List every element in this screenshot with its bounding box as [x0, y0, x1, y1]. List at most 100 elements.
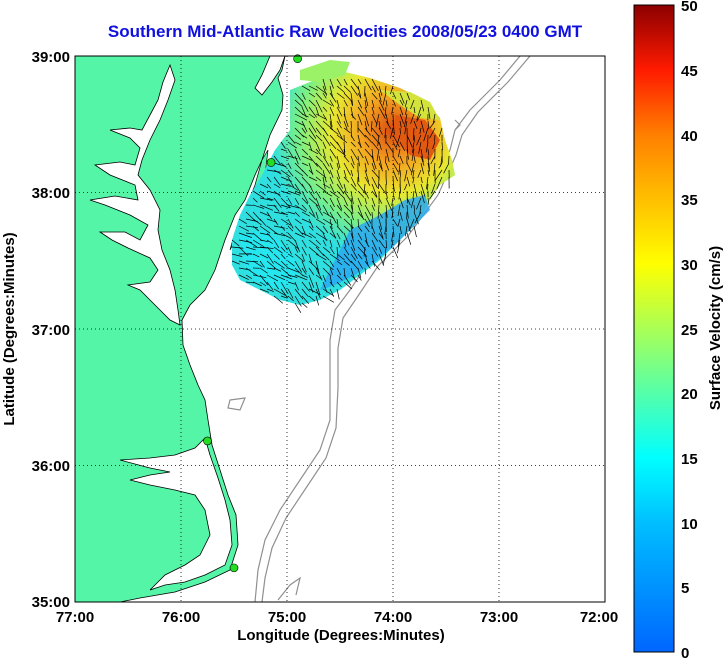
x-ticks: 77:00 76:00 75:00 74:00 73:00 72:00 — [56, 609, 618, 626]
velocity-vector — [350, 253, 357, 261]
velocity-vector — [315, 162, 323, 170]
velocity-vector — [413, 183, 418, 198]
velocity-vector — [357, 190, 365, 198]
velocity-vector — [391, 239, 394, 249]
velocity-vector — [364, 113, 369, 127]
velocity-vector — [315, 127, 322, 136]
velocity-vector — [308, 197, 319, 207]
velocity-vector — [431, 183, 436, 194]
velocity-vector — [259, 274, 269, 286]
velocity-vector — [364, 127, 371, 136]
velocity-vector — [280, 218, 291, 226]
velocity-vector — [301, 218, 312, 224]
velocity-vector — [399, 155, 404, 164]
velocity-vector — [308, 225, 314, 231]
velocity-vector — [322, 253, 330, 261]
velocity-vector — [287, 253, 294, 258]
velocity-vector — [266, 225, 279, 235]
velocity-vector — [322, 169, 327, 183]
velocity-vector — [287, 183, 299, 191]
velocity-vector — [364, 134, 373, 143]
velocity-vector — [412, 176, 415, 184]
velocity-vector — [378, 176, 380, 189]
velocity-vector — [266, 274, 279, 282]
velocity-vector — [350, 204, 354, 214]
velocity-vector — [399, 113, 404, 124]
colorbar-tick-label: 20 — [681, 386, 698, 403]
velocity-vector — [294, 197, 300, 205]
velocity-vector — [350, 92, 354, 105]
velocity-vector — [371, 162, 375, 171]
velocity-vector — [413, 134, 416, 142]
velocity-vector — [336, 246, 339, 259]
velocity-vector — [322, 99, 333, 106]
velocity-vector — [420, 120, 425, 133]
velocity-vector — [432, 113, 436, 125]
velocity-vector — [378, 92, 382, 103]
colorbar-tick-label: 10 — [681, 516, 698, 533]
velocity-vector — [238, 260, 250, 265]
velocity-vector — [301, 260, 307, 273]
velocity-vector — [301, 246, 307, 256]
velocity-vector — [392, 99, 396, 107]
velocity-vector — [315, 295, 320, 306]
velocity-vector — [280, 225, 286, 231]
velocity-vector — [413, 106, 416, 114]
velocity-vector — [350, 190, 354, 205]
velocity-vector — [378, 183, 387, 195]
velocity-vector — [392, 134, 400, 148]
velocity-vector — [287, 281, 296, 285]
velocity-vector — [301, 134, 308, 139]
velocity-vector — [238, 274, 249, 280]
velocity-vector — [308, 134, 317, 143]
velocity-vector — [322, 148, 326, 159]
velocity-vector — [329, 127, 339, 135]
velocity-vector — [294, 274, 308, 281]
velocity-vector — [336, 190, 345, 199]
velocity-vector — [357, 274, 362, 281]
velocity-vector — [343, 155, 350, 163]
velocity-vector — [259, 253, 269, 259]
velocity-vector — [280, 162, 287, 168]
velocity-vector — [364, 225, 370, 233]
velocity-vector — [301, 211, 310, 217]
velocity-vector — [371, 92, 378, 100]
velocity-vector — [385, 197, 393, 211]
velocity-vector — [336, 267, 342, 276]
velocity-vector — [294, 134, 302, 140]
velocity-vector — [336, 127, 343, 140]
velocity-vector — [375, 113, 380, 128]
velocity-vector — [287, 190, 301, 196]
velocity-vector — [273, 176, 281, 187]
velocity-vector — [378, 162, 384, 172]
velocity-vector — [364, 204, 372, 216]
velocity-vector — [378, 141, 382, 150]
velocity-vector — [266, 288, 274, 292]
velocity-vector — [322, 176, 326, 190]
velocity-vector — [273, 239, 280, 248]
velocity-vector — [398, 162, 401, 175]
velocity-vector — [336, 253, 345, 261]
velocity-vector — [399, 225, 402, 234]
velocity-vector — [238, 218, 247, 225]
velocity-vector — [406, 134, 413, 148]
x-tick-label: 74:00 — [374, 609, 412, 626]
velocity-vector — [434, 169, 443, 182]
velocity-vector — [280, 295, 288, 299]
velocity-vector — [308, 267, 315, 276]
velocity-vector — [390, 85, 394, 95]
velocity-vector — [329, 92, 337, 103]
velocity-vector — [357, 218, 359, 227]
velocity-vector — [301, 99, 309, 112]
velocity-vector — [336, 169, 341, 180]
velocity-vector — [420, 183, 426, 197]
velocity-vector — [329, 246, 335, 255]
velocity-vector — [252, 274, 267, 279]
velocity-vector — [280, 288, 288, 299]
velocity-vector — [364, 92, 369, 107]
velocity-vector — [399, 106, 404, 116]
velocity-vector — [322, 120, 334, 131]
velocity-vector — [336, 281, 342, 288]
velocity-vector — [252, 190, 265, 199]
velocity-vector — [364, 190, 369, 199]
